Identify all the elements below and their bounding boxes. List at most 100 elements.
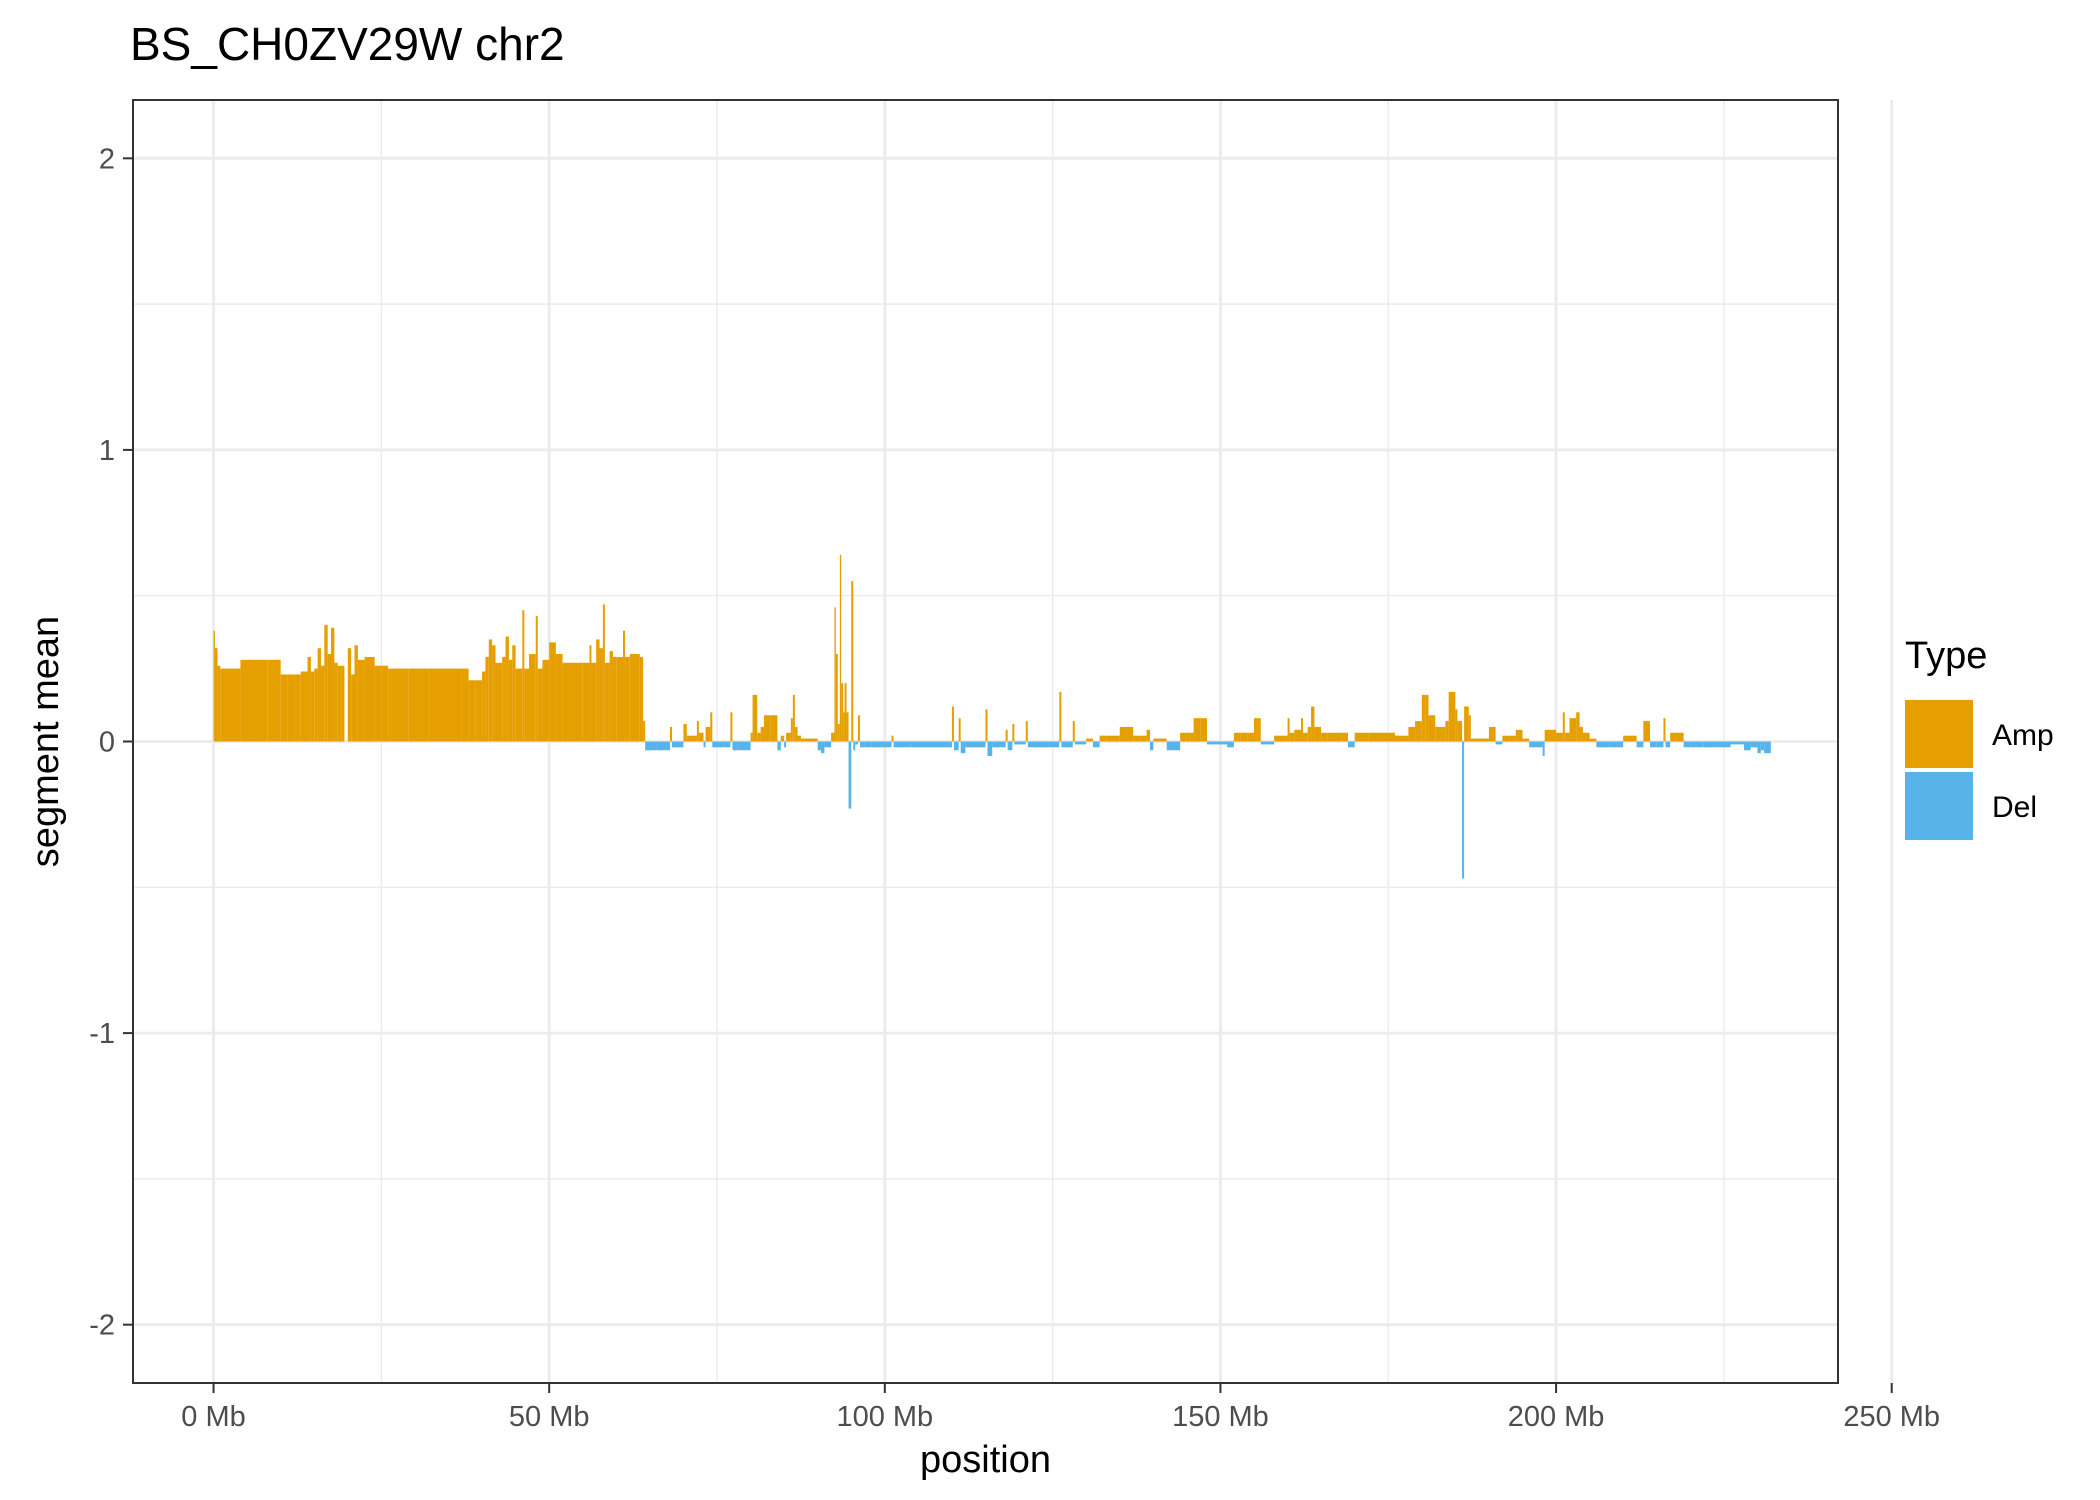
- x-tick-label: 200 Mb: [1508, 1401, 1605, 1433]
- amp-segment-bar: [357, 659, 365, 742]
- del-segment-bar: [1220, 741, 1228, 745]
- amp-segment-bar: [683, 724, 687, 742]
- amp-segment-bar: [639, 656, 644, 742]
- del-segment-bar: [893, 741, 912, 748]
- amp-segment-bar: [1670, 732, 1677, 742]
- amp-segment-bar: [1522, 738, 1530, 742]
- amp-segment-bar: [1663, 718, 1666, 742]
- amp-segment-bar: [1576, 712, 1580, 742]
- amp-segment-bar: [851, 581, 854, 742]
- amp-segment-bar: [1012, 724, 1015, 742]
- amp-segment-bar: [591, 662, 597, 742]
- amp-segment-bar: [482, 671, 486, 742]
- amp-segment-bar: [951, 706, 954, 742]
- del-segment-bar: [824, 741, 832, 748]
- del-segment-bar: [1495, 741, 1503, 745]
- amp-segment-bar: [1126, 726, 1134, 742]
- amp-segment-bar: [1200, 718, 1208, 742]
- del-segment-bar: [1207, 741, 1221, 745]
- amp-segment-bar: [1643, 721, 1651, 742]
- amp-segment-bar: [1457, 721, 1463, 742]
- del-segment-bar: [987, 741, 993, 757]
- amp-segment-bar: [1099, 735, 1107, 742]
- amp-segment-bar: [214, 648, 218, 742]
- amp-segment-bar: [1354, 732, 1369, 742]
- amp-segment-bar: [710, 712, 713, 742]
- amp-segment-bar: [616, 656, 624, 742]
- amp-segment-bar: [310, 671, 315, 742]
- amp-segment-bar: [448, 668, 462, 742]
- amp-segment-bar: [1515, 729, 1523, 742]
- del-segment-bar: [656, 741, 671, 751]
- legend: Type Amp Del: [1905, 635, 2054, 840]
- amp-segment-bar: [1106, 735, 1120, 742]
- amp-segment-bar: [1193, 718, 1201, 742]
- amp-segment-bar: [428, 668, 449, 742]
- amp-segment-bar: [596, 639, 600, 742]
- amp-segment-bar: [763, 715, 771, 742]
- amp-segment-bar: [535, 616, 538, 742]
- amp-segment-bar: [320, 665, 325, 742]
- amp-segment-bar: [780, 735, 785, 742]
- amp-segment-bar: [1415, 721, 1422, 742]
- amp-segment-bar: [1059, 691, 1062, 742]
- amp-segment-bar: [502, 656, 506, 742]
- legend-key-amp: [1905, 700, 1973, 768]
- amp-segment-bar: [1005, 729, 1008, 742]
- amp-segment-bar: [1153, 738, 1167, 742]
- amp-segment-bar: [1425, 694, 1429, 742]
- amp-segment-bar: [1562, 712, 1565, 742]
- del-segment-bar: [1014, 741, 1026, 745]
- amp-segment-bar: [324, 624, 328, 742]
- del-segment-bar: [1074, 741, 1087, 745]
- x-tick-label: 100 Mb: [836, 1401, 933, 1433]
- del-segment-bar: [712, 741, 724, 748]
- amp-segment-bar: [1247, 732, 1254, 742]
- del-segment-bar: [1730, 741, 1745, 745]
- amp-segment-bar: [1394, 735, 1409, 742]
- amp-segment-bar: [1441, 726, 1446, 742]
- x-tick-label: 150 Mb: [1172, 1401, 1269, 1433]
- del-segment-bar: [1092, 741, 1100, 748]
- del-segment-bar: [1764, 741, 1771, 754]
- del-segment-bar: [737, 741, 751, 751]
- amp-segment-bar: [1180, 732, 1187, 742]
- amp-segment-bar: [1303, 732, 1308, 742]
- amp-segment-bar: [294, 674, 301, 742]
- del-segment-bar: [859, 741, 865, 748]
- del-segment-bar: [1462, 741, 1465, 879]
- amp-segment-bar: [1448, 691, 1456, 742]
- del-segment-bar: [1750, 741, 1758, 748]
- y-tick-label: -2: [89, 1310, 115, 1342]
- amp-segment-bar: [529, 654, 536, 742]
- amp-segment-bar: [790, 718, 793, 742]
- amp-segment-bar: [1556, 732, 1563, 742]
- amp-segment-bar: [794, 726, 798, 742]
- amp-segment-bar: [1025, 721, 1028, 742]
- amp-segment-bar: [705, 726, 711, 742]
- y-tick-label: 1: [99, 435, 115, 467]
- amp-segment-bar: [468, 680, 476, 742]
- amp-segment-bar: [698, 732, 704, 742]
- del-segment-bar: [1173, 741, 1181, 751]
- amp-segment-bar: [1623, 735, 1637, 742]
- amp-segment-bar: [555, 654, 563, 742]
- amp-segment-bar: [599, 648, 603, 742]
- amp-segment-bar: [1072, 721, 1075, 742]
- amp-segment-bar: [844, 683, 847, 742]
- del-segment-bar: [784, 741, 787, 748]
- amp-segment-bar: [217, 665, 221, 742]
- del-segment-bar: [1535, 741, 1543, 748]
- amp-segment-bar: [1589, 738, 1597, 742]
- amp-segment-bar: [524, 668, 530, 742]
- del-segment-bar: [1744, 741, 1751, 751]
- amp-segment-bar: [1468, 715, 1471, 742]
- amp-segment-bar: [786, 732, 791, 742]
- del-segment-bar: [911, 741, 939, 748]
- del-segment-bar: [817, 741, 822, 751]
- amp-segment-bar: [1502, 735, 1510, 742]
- amp-segment-bar: [492, 645, 496, 742]
- amp-segment-bar: [1544, 729, 1557, 742]
- amp-segment-bar: [797, 735, 801, 742]
- del-segment-bar: [723, 741, 731, 748]
